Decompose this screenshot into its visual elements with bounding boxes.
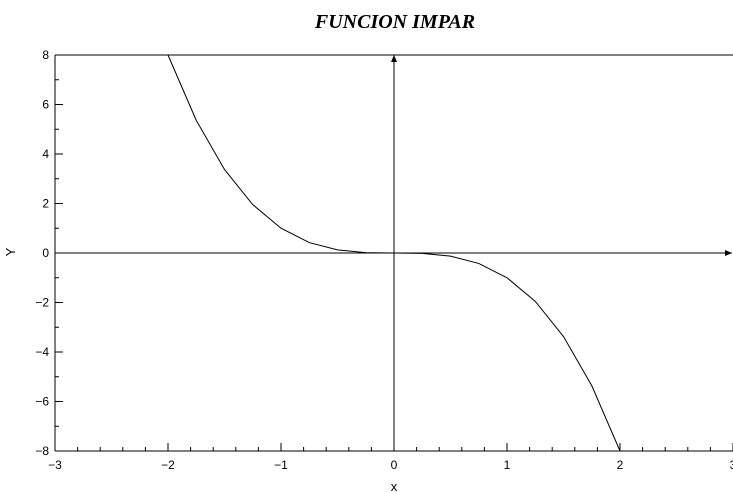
y-tick-label: −4	[35, 345, 49, 359]
x-tick-label: −2	[161, 458, 175, 472]
y-tick-label: 6	[42, 98, 49, 112]
y-axis-label: Y	[3, 247, 18, 256]
chart-title: FUNCION IMPAR	[314, 11, 475, 33]
series-line	[167, 54, 621, 452]
y-tick-label: 0	[42, 246, 49, 260]
x-tick-label: 1	[504, 458, 511, 472]
y-axis-arrowhead	[391, 55, 397, 62]
x-tick-label: 3	[730, 458, 733, 472]
y-tick-label: 4	[42, 147, 49, 161]
x-axis-label: x	[391, 479, 398, 493]
y-tick-label: 8	[42, 48, 49, 62]
x-tick-label: 2	[617, 458, 624, 472]
y-tick-label: −6	[35, 395, 49, 409]
x-tick-label: −1	[274, 458, 288, 472]
y-tick-label: 2	[42, 197, 49, 211]
ticks-layer: −3 −2 −1 0 1 2 3 −8 −6 −4 −2 0 2 4 6 8	[35, 48, 733, 472]
y-tick-label: −8	[35, 444, 49, 458]
x-axis-arrowhead	[725, 250, 732, 256]
curve-layer	[167, 54, 621, 452]
x-tick-label: −3	[48, 458, 62, 472]
y-tick-label: −2	[35, 296, 49, 310]
x-tick-label: 0	[391, 458, 398, 472]
